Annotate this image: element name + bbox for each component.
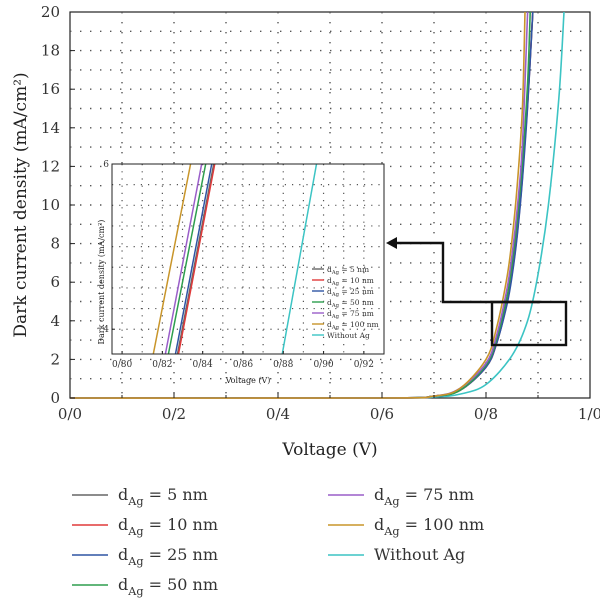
- inset-x-axis-label: Voltage (V): [225, 376, 271, 385]
- legend-label: dAg = 75 nm: [374, 485, 474, 508]
- y-tick-label: 16: [41, 80, 60, 98]
- inset-x-tick-label: 0/90: [313, 360, 333, 370]
- inset-y-tick-label: 6: [103, 160, 109, 170]
- y-tick-label: 4: [50, 312, 60, 330]
- legend-label: dAg = 10 nm: [118, 515, 218, 538]
- y-tick-label: 10: [41, 196, 60, 214]
- main-x-ticks: 0/0 0/2 0/4 0/6 0/8 1/0: [58, 393, 600, 423]
- legend-label: dAg = 75 nm: [327, 309, 374, 320]
- inset-x-tick-label: 0/82: [152, 360, 172, 370]
- inset-series-line: [174, 163, 213, 355]
- x-tick-label: 0/6: [370, 405, 394, 423]
- inset-x-tick-label: 0/88: [273, 360, 293, 370]
- x-tick-label: 1/0: [578, 405, 600, 423]
- y-tick-label: 2: [50, 350, 60, 368]
- y-tick-label: 12: [41, 157, 60, 175]
- inset-plot-frame: [111, 163, 385, 355]
- y-tick-label: 0: [50, 389, 60, 407]
- legend-label: dAg = 50 nm: [327, 298, 374, 309]
- legend-label: Without Ag: [327, 331, 370, 340]
- y-tick-label: 20: [41, 3, 60, 21]
- inset-background: [108, 164, 384, 354]
- legend-label: dAg = 25 nm: [118, 545, 218, 568]
- x-tick-label: 0/2: [162, 405, 186, 423]
- x-tick-label: 0/4: [266, 405, 290, 423]
- inset-series-line: [177, 163, 216, 355]
- inset-x-ticks: 0/80 0/82 0/84 0/86 0/88 0/90 0/92: [112, 351, 374, 370]
- inset-series-lines: [152, 163, 318, 355]
- legend-label: dAg = 50 nm: [118, 575, 218, 598]
- legend-label: dAg = 100 nm: [374, 515, 484, 538]
- inset-x-tick-label: 0/84: [193, 360, 213, 370]
- inset-y-tick-label: 4: [103, 325, 109, 335]
- legend-label: dAg = 100 nm: [327, 320, 379, 331]
- inset-y-axis-label: Dark current density (mA/cm²): [97, 220, 106, 345]
- legend-label: dAg = 10 nm: [327, 276, 374, 287]
- y-tick-label: 18: [41, 42, 60, 60]
- main-y-ticks: 0 2 4 6 8 10 12 14 16 18 20: [41, 3, 75, 407]
- legend-label: dAg = 5 nm: [327, 265, 369, 276]
- legend-label: dAg = 25 nm: [327, 287, 374, 298]
- y-axis-label: Dark current density (mA/cm²): [11, 72, 31, 337]
- x-axis-label: Voltage (V): [281, 440, 377, 460]
- legend-label: Without Ag: [374, 545, 465, 564]
- legend-label: dAg = 5 nm: [118, 485, 208, 508]
- x-tick-label: 0/8: [474, 405, 498, 423]
- zoom-connector: [396, 241, 540, 304]
- inset-series-line: [152, 163, 192, 355]
- y-tick-label: 8: [50, 235, 60, 253]
- zoom-arrow-head: [386, 237, 397, 249]
- inset-x-tick-label: 0/92: [354, 360, 374, 370]
- inset-y-ticks: 46: [103, 160, 115, 335]
- inset-series-line: [176, 163, 215, 355]
- inset-x-tick-label: 0/86: [233, 360, 253, 370]
- inset-series-line: [167, 163, 207, 355]
- x-tick-label: 0/0: [58, 405, 82, 423]
- inset-series-line: [164, 163, 203, 355]
- inset-series-line: [281, 163, 318, 355]
- y-tick-label: 6: [50, 273, 60, 291]
- legend: dAg = 5 nm dAg = 10 nm dAg = 25 nm dAg = 50…: [72, 485, 484, 598]
- y-tick-label: 14: [41, 119, 60, 137]
- inset-x-tick-label: 0/80: [112, 360, 132, 370]
